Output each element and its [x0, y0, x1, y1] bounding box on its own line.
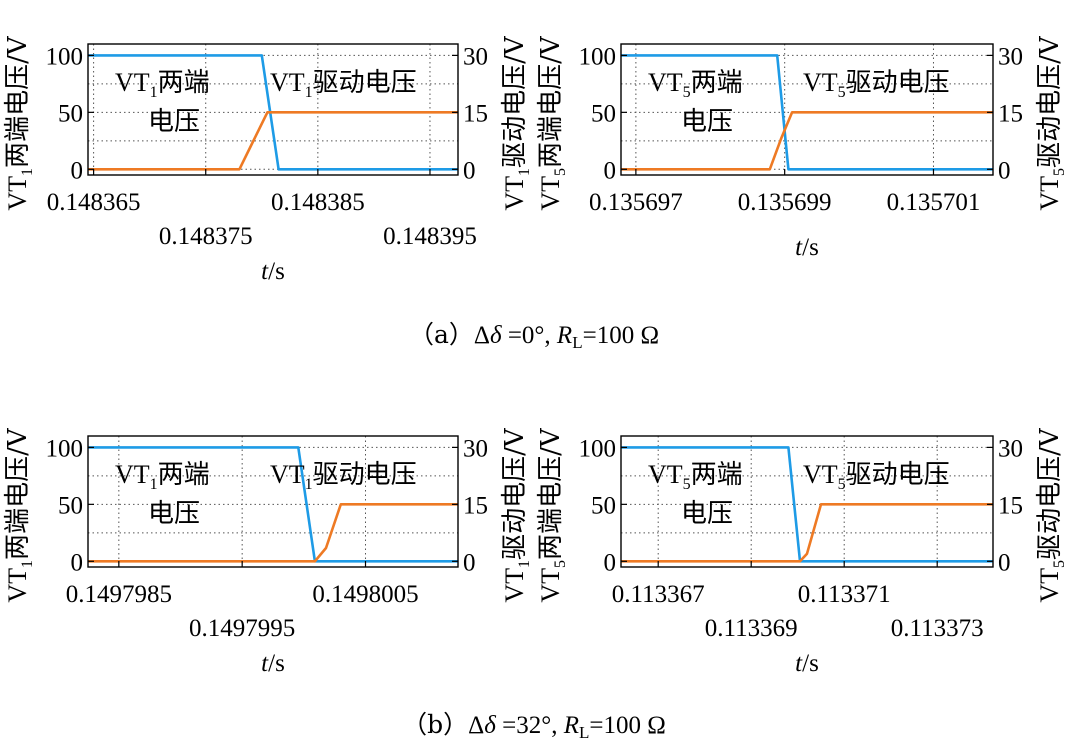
series-line-blue	[621, 446, 993, 563]
series-line-orange	[621, 111, 993, 171]
ytick-label-right: 0	[463, 549, 476, 576]
y-axis-label-right: VT1驱动电压/V	[500, 427, 533, 602]
series-line-orange	[621, 502, 993, 563]
xtick-label: 0.148395	[383, 223, 477, 250]
plot-frame	[620, 435, 994, 568]
plot-frame	[87, 43, 459, 176]
annotation-drive-voltage: VT5驱动电压	[803, 68, 950, 101]
xtick-label: 0.113369	[705, 615, 798, 642]
xtick-label: 0.148385	[271, 189, 365, 216]
annotation-terminal-voltage-line2: 电压	[148, 107, 200, 137]
y-axis-label-left: VT5两端电压/V	[536, 427, 569, 602]
annotation-terminal-voltage: VT1两端	[115, 68, 210, 101]
y-axis-label-right: VT5驱动电压/V	[1035, 427, 1068, 602]
x-axis-label: t/s	[261, 650, 285, 677]
xtick-label: 0.113367	[612, 581, 705, 608]
x-axis-label: t/s	[795, 650, 819, 677]
ytick-label-right: 30	[998, 435, 1023, 462]
series-line-blue	[88, 446, 458, 563]
panels: 100 50 0 30 15 0 0.148365 0.148385 0.148375 0.148…	[3, 35, 1068, 677]
xtick-label: 0.1498005	[312, 581, 418, 608]
series-line-orange	[88, 111, 458, 171]
annotation-drive-voltage: VT1驱动电压	[270, 68, 417, 101]
annotation-drive-voltage: VT5驱动电压	[803, 460, 950, 493]
ytick-label-left: 100	[579, 435, 617, 462]
caption-a: （a）Δδ =0°, RL=100 Ω	[409, 320, 659, 352]
ytick-label-left: 100	[46, 43, 84, 70]
chart-panel-1: 100 50 0 30 15 0 0.148365 0.148385 0.148375 0.148…	[3, 35, 533, 285]
ytick-label-left: 100	[46, 435, 84, 462]
caption-b: （b）Δδ =32°, RL=100 Ω	[402, 710, 666, 742]
xtick-label: 0.135701	[887, 189, 981, 216]
series-line-orange	[88, 502, 458, 563]
ytick-label-right: 30	[463, 43, 488, 70]
ytick-label-right: 15	[998, 100, 1023, 127]
x-axis-label: t/s	[261, 258, 285, 285]
annotation-terminal-voltage-line2: 电压	[148, 499, 200, 529]
x-axis-label: t/s	[795, 234, 819, 261]
y-axis-label-right: VT1驱动电压/V	[500, 35, 533, 210]
xtick-label: 0.148365	[47, 189, 141, 216]
ytick-label-left: 100	[579, 43, 617, 70]
y-axis-label-right: VT5驱动电压/V	[1035, 35, 1068, 210]
plot-frame	[87, 435, 459, 568]
ytick-label-right: 15	[463, 492, 488, 519]
y-axis-label-left: VT1两端电压/V	[3, 427, 36, 602]
ytick-label-right: 15	[998, 492, 1023, 519]
ytick-label-right: 30	[463, 435, 488, 462]
ytick-label-left: 0	[71, 157, 84, 184]
ytick-label-right: 0	[998, 549, 1011, 576]
xtick-label: 0.113373	[891, 615, 984, 642]
xtick-label: 0.113371	[798, 581, 891, 608]
ytick-label-left: 0	[604, 549, 617, 576]
annotation-drive-voltage: VT1驱动电压	[270, 460, 417, 493]
ytick-label-left: 50	[58, 492, 83, 519]
annotation-terminal-voltage: VT5两端	[648, 68, 743, 101]
y-axis-label-left: VT5两端电压/V	[536, 35, 569, 210]
chart-panel-2: 100 50 0 30 15 0 0.135697 0.135699 0.135701 t/s VT…	[536, 35, 1068, 261]
ytick-label-left: 50	[58, 100, 83, 127]
annotation-terminal-voltage: VT1两端	[115, 460, 210, 493]
xtick-label: 0.1497985	[66, 581, 172, 608]
chart-panel-3: 100 50 0 30 15 0 0.1497985 0.1498005 0.1497995 t/…	[3, 427, 533, 677]
annotation-terminal-voltage-line2: 电压	[681, 107, 733, 137]
ytick-label-right: 15	[463, 100, 488, 127]
xtick-label: 0.135697	[589, 189, 683, 216]
ytick-label-left: 50	[591, 492, 616, 519]
xtick-label: 0.1497995	[189, 615, 295, 642]
plot-frame	[620, 43, 994, 176]
series-line-blue	[621, 54, 993, 171]
ytick-label-right: 30	[998, 43, 1023, 70]
ytick-label-right: 0	[998, 157, 1011, 184]
annotation-terminal-voltage-line2: 电压	[681, 499, 733, 529]
xtick-label: 0.148375	[159, 223, 253, 250]
xtick-label: 0.135699	[738, 189, 832, 216]
y-axis-label-left: VT1两端电压/V	[3, 35, 36, 210]
ytick-label-right: 0	[463, 157, 476, 184]
ytick-label-left: 0	[604, 157, 617, 184]
annotation-terminal-voltage: VT5两端	[648, 460, 743, 493]
ytick-label-left: 0	[71, 549, 84, 576]
ytick-label-left: 50	[591, 100, 616, 127]
